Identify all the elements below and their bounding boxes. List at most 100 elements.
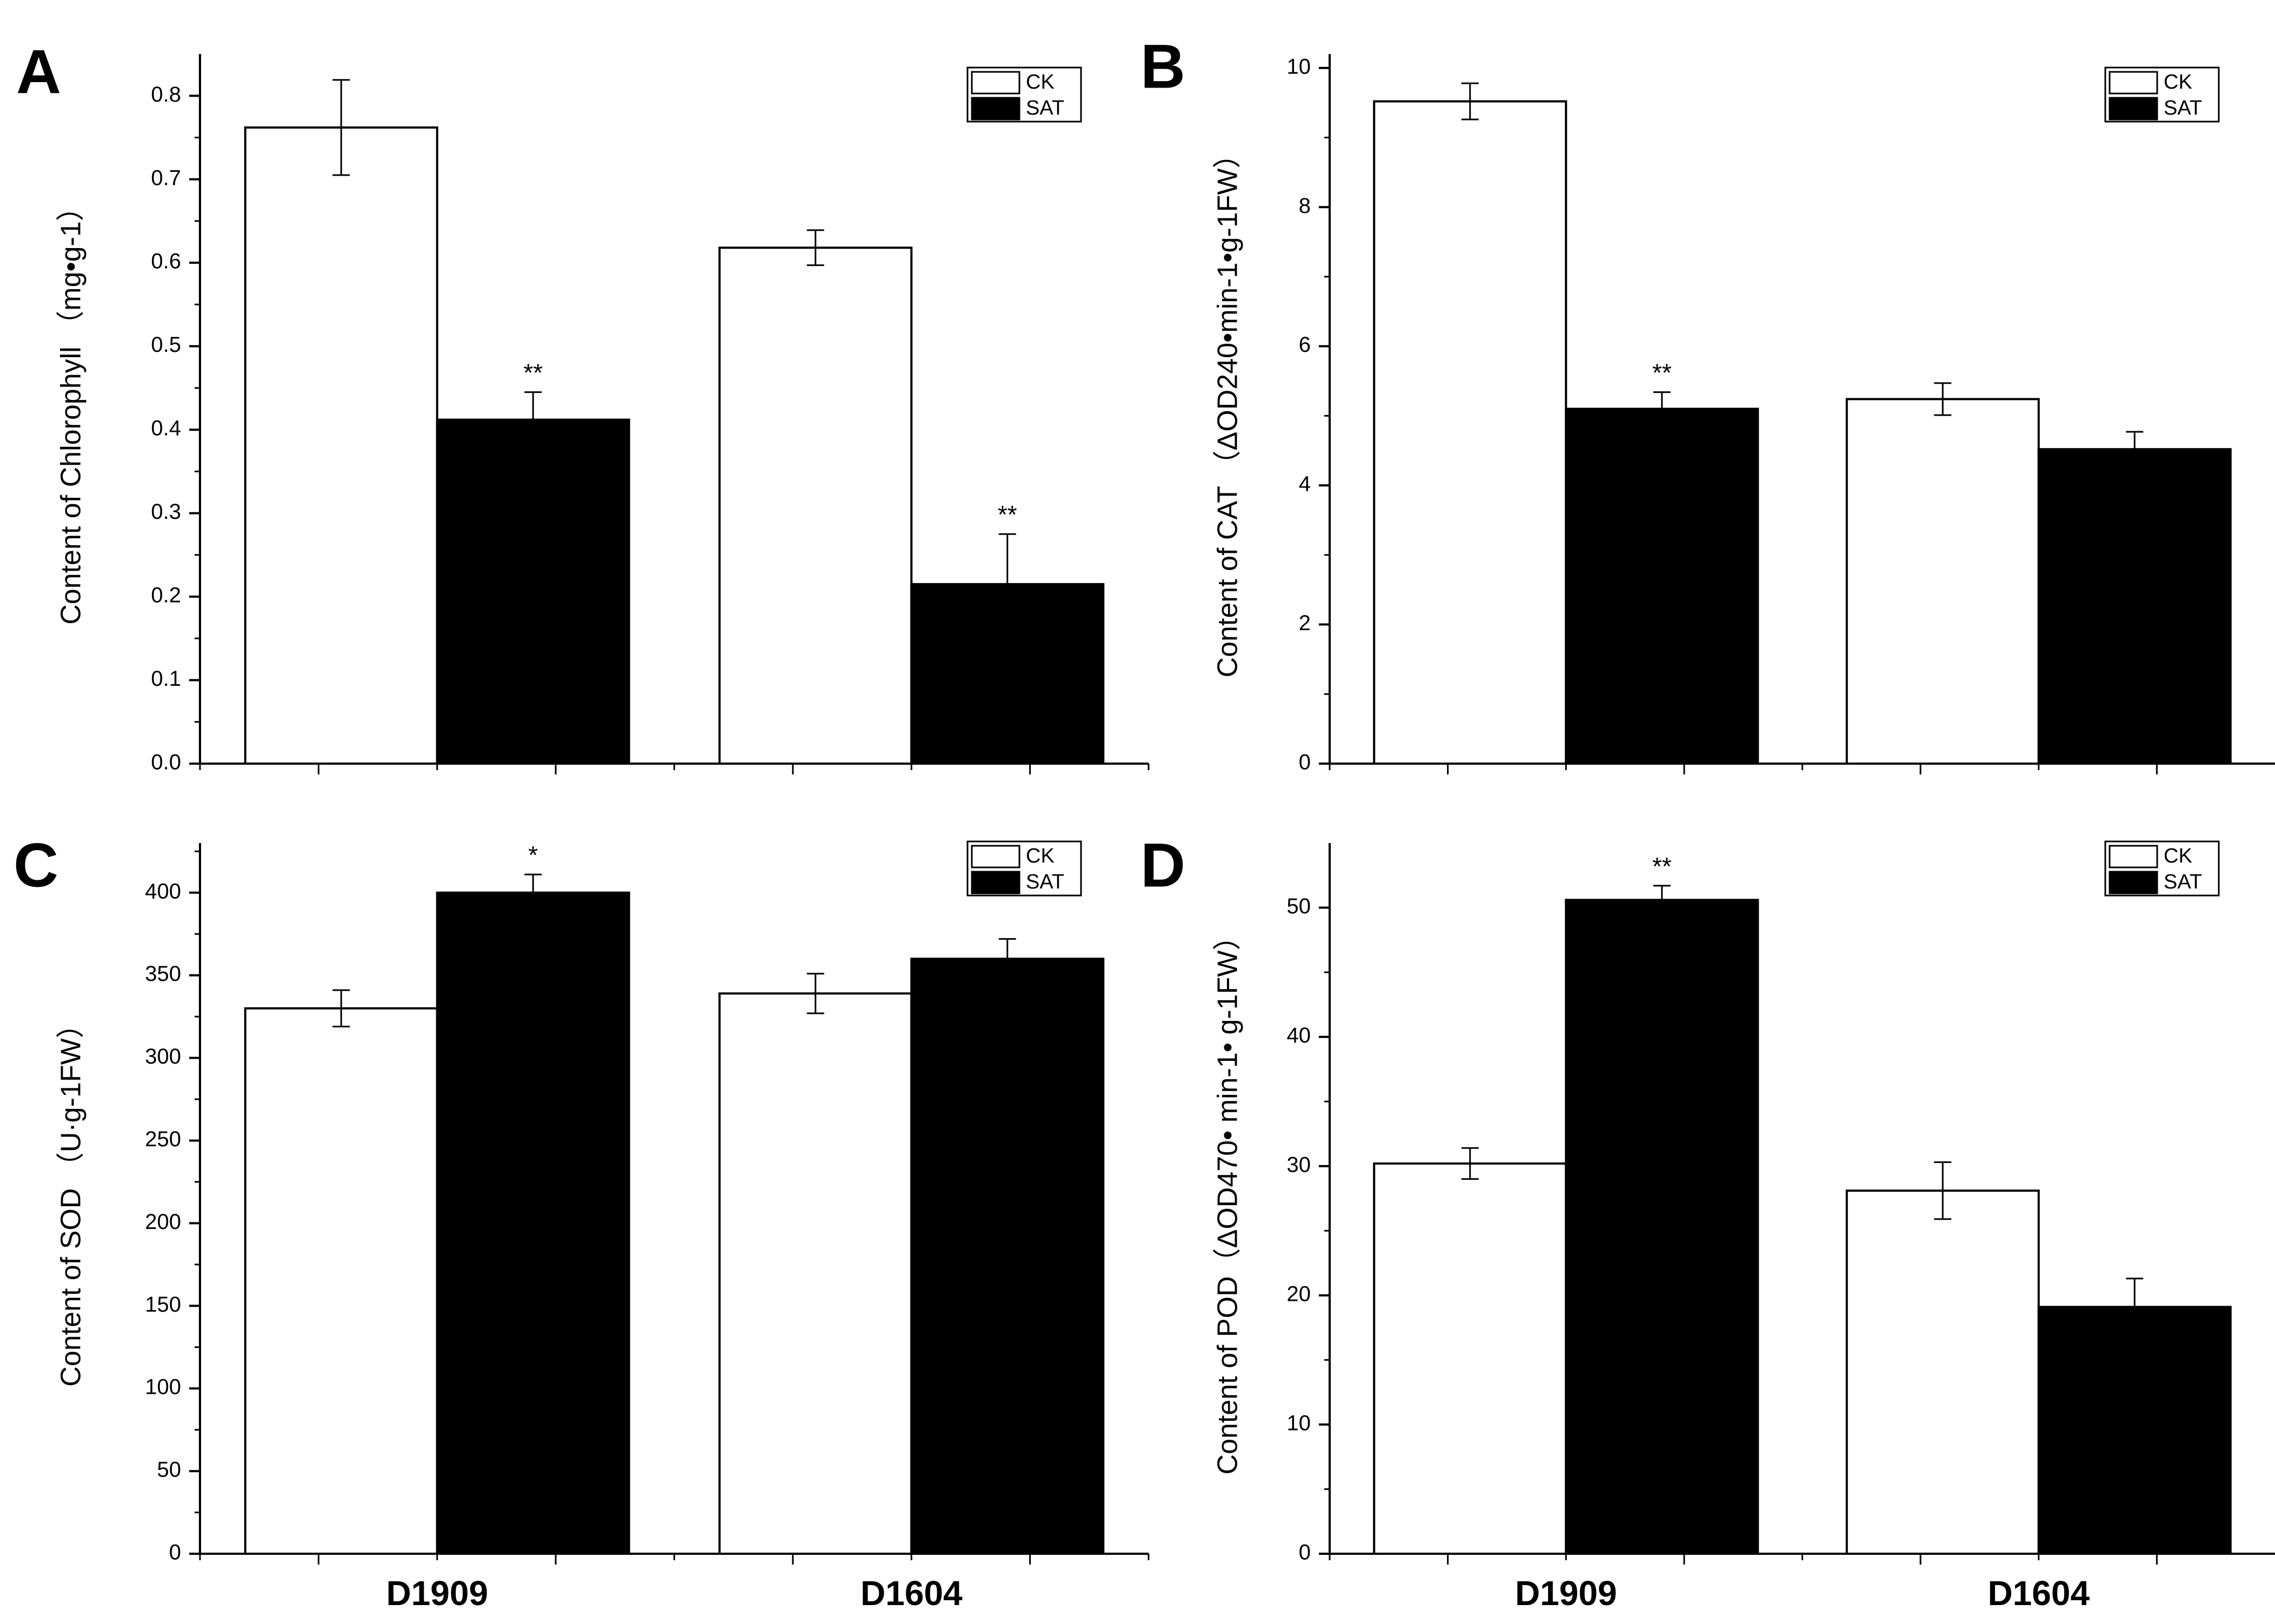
y-tick-label: 20 (1287, 1282, 1311, 1306)
error-bar-ck-d1909 (1461, 82, 1479, 121)
panel-letter: D (1140, 831, 1185, 900)
y-tick-label: 0.4 (151, 417, 181, 440)
legend-label-sat: SAT (2164, 871, 2202, 893)
y-axis-title: Content of CAT （ΔOD240•min-1•g-1FW） (1212, 141, 1244, 678)
legend-swatch-ck (2109, 71, 2158, 95)
y-tick-label: 0.7 (151, 166, 181, 190)
bar-ck-d1909 (244, 126, 438, 765)
legend-swatch-ck (971, 71, 1020, 95)
y-tick-label: 0.5 (151, 333, 181, 357)
legend: CK SAT (966, 840, 1082, 897)
y-tick-label: 0.1 (151, 667, 181, 691)
y-tick-label: 0.0 (151, 751, 181, 774)
legend: CK SAT (2104, 66, 2220, 123)
bar-ck-d1604 (718, 246, 913, 765)
legend-swatch-ck (2109, 845, 2158, 868)
y-tick-label: 40 (1287, 1024, 1311, 1047)
error-bar-sat-d1604 (998, 533, 1016, 636)
y-tick-label: 4 (1299, 472, 1311, 496)
y-tick-label: 8 (1299, 194, 1311, 218)
panel-c: C * 0 50 100 150 200 250 300 350 400 D1909 D1604 Cont… (14, 831, 1150, 1613)
legend: CK SAT (2104, 840, 2220, 897)
legend: CK SAT (966, 66, 1082, 123)
y-axis-title: Content of Chlorophyll （mg•g-1） (56, 193, 87, 625)
bar-ck-d1909 (1373, 100, 1567, 765)
y-tick-label: 0.2 (151, 584, 181, 607)
y-tick-label: 0.3 (151, 500, 181, 524)
error-bar-sat-d1604 (2126, 1278, 2144, 1336)
significance-mark: * (528, 841, 538, 869)
error-bar-ck-d1604 (806, 229, 824, 266)
legend-label-sat: SAT (2164, 97, 2202, 119)
bar-ck-d1604 (1845, 398, 2040, 765)
y-axis-title: Content of SOD （U·g-1FW） (56, 1010, 87, 1386)
legend-swatch-sat (971, 871, 1020, 894)
bar-ck-d1604 (1845, 1189, 2040, 1555)
panel-b: B ** 0 2 4 6 8 10 Content of CAT （ΔOD240•min-1•g… (1140, 32, 2275, 774)
legend-swatch-sat (971, 97, 1020, 121)
bar-sat-d1909 (1565, 899, 1759, 1555)
y-tick-label: 300 (145, 1045, 181, 1068)
category-label-d1604: D1604 (1987, 1574, 2090, 1613)
bar-sat-d1909 (1565, 407, 1759, 765)
significance-mark: ** (998, 500, 1017, 529)
y-tick-label: 30 (1287, 1153, 1311, 1177)
error-bar-sat-d1909 (1653, 885, 1671, 915)
bar-ck-d1909 (1373, 1162, 1567, 1555)
category-label-d1909: D1909 (386, 1574, 488, 1613)
legend-label-sat: SAT (1026, 871, 1064, 893)
legend-label-ck: CK (2164, 845, 2192, 867)
bar-sat-d1604 (2037, 448, 2232, 765)
error-bar-ck-d1909 (1461, 1147, 1479, 1180)
error-bar-sat-d1604 (2126, 431, 2144, 467)
y-tick-label: 0.6 (151, 250, 181, 273)
bar-sat-d1909 (436, 891, 630, 1555)
error-bar-sat-d1909 (1653, 391, 1671, 426)
y-tick-label: 150 (145, 1293, 181, 1316)
y-tick-label: 10 (1287, 1411, 1311, 1435)
y-tick-label: 50 (157, 1458, 182, 1482)
error-bar-sat-d1909 (524, 873, 542, 912)
legend-label-ck: CK (1026, 845, 1055, 867)
panel-letter: A (16, 37, 61, 106)
significance-mark: ** (1652, 852, 1672, 880)
panel-a: A ** ** 0.0 0.1 0.2 0.3 0.4 0.5 0.6 0.7 0.8 Content … (16, 37, 1150, 774)
legend-swatch-sat (2109, 871, 2158, 894)
y-tick-label: 10 (1287, 55, 1311, 78)
y-tick-label: 0 (169, 1541, 181, 1565)
legend-swatch-sat (2109, 97, 2158, 121)
error-bar-sat-d1604 (998, 938, 1016, 980)
bar-sat-d1909 (436, 418, 630, 765)
y-tick-label: 50 (1287, 894, 1311, 918)
y-tick-label: 100 (145, 1375, 181, 1399)
legend-swatch-ck (971, 845, 1020, 868)
legend-label-ck: CK (1026, 71, 1055, 93)
bar-sat-d1604 (2037, 1306, 2232, 1555)
category-label-d1604: D1604 (860, 1574, 963, 1613)
y-tick-label: 250 (145, 1127, 181, 1151)
error-bar-ck-d1604 (1934, 1161, 1952, 1220)
y-tick-label: 0 (1299, 751, 1311, 774)
error-bar-ck-d1909 (332, 79, 350, 176)
error-bar-sat-d1909 (524, 391, 542, 449)
error-bar-ck-d1604 (1934, 382, 1952, 416)
panel-letter: B (1140, 32, 1185, 101)
y-tick-label: 0 (1299, 1541, 1311, 1565)
y-tick-label: 400 (145, 879, 181, 903)
error-bar-ck-d1909 (332, 989, 350, 1027)
y-tick-label: 200 (145, 1210, 181, 1234)
panel-letter: C (14, 831, 58, 900)
bar-ck-d1604 (718, 992, 913, 1555)
panel-d: D ** 0 10 20 30 40 50 D1909 D1604 Content of POD（Δ… (1140, 831, 2275, 1613)
significance-mark: ** (1652, 359, 1672, 387)
y-tick-label: 6 (1299, 333, 1311, 357)
y-tick-label: 350 (145, 962, 181, 986)
legend-label-sat: SAT (1026, 97, 1064, 119)
y-tick-label: 0.8 (151, 83, 181, 106)
error-bar-ck-d1604 (806, 973, 824, 1014)
significance-mark: ** (523, 359, 543, 387)
category-label-d1909: D1909 (1515, 1574, 1617, 1613)
legend-label-ck: CK (2164, 71, 2192, 93)
bar-sat-d1604 (910, 958, 1105, 1555)
